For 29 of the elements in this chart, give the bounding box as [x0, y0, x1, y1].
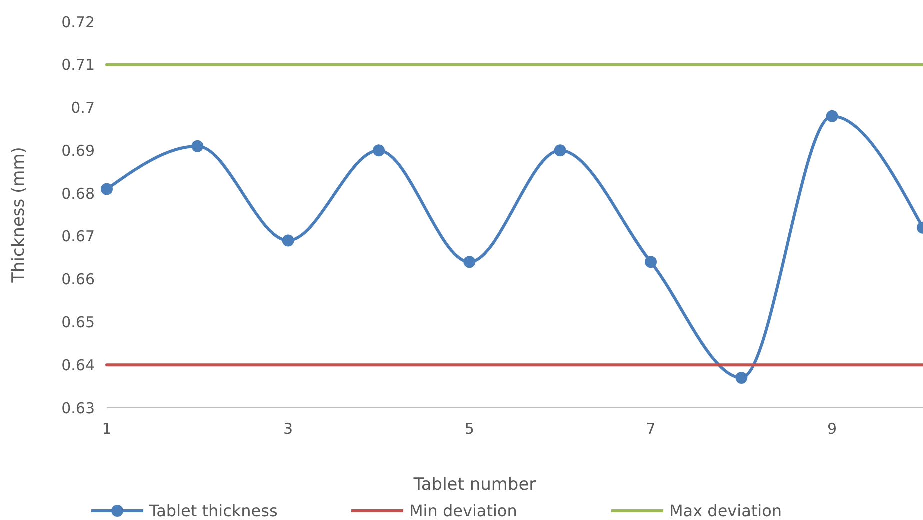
y-tick-label: 0.63 — [62, 399, 95, 418]
x-tick-label: 5 — [464, 420, 474, 438]
y-tick-label: 0.72 — [62, 13, 95, 32]
legend-label: Min deviation — [410, 502, 518, 520]
point — [645, 256, 657, 268]
y-tick-label: 0.66 — [62, 270, 95, 289]
point — [736, 372, 748, 384]
y-tick-label: 0.68 — [62, 184, 95, 203]
point — [282, 234, 294, 247]
y-tick-label: 0.67 — [62, 228, 95, 246]
y-tick-label: 0.71 — [62, 56, 95, 74]
point — [464, 256, 476, 268]
x-axis-title: Tablet number — [412, 475, 536, 495]
y-tick-label: 0.64 — [62, 356, 95, 374]
point — [101, 183, 113, 196]
point — [192, 140, 204, 152]
legend-label: Max deviation — [670, 502, 782, 520]
x-tick-label: 9 — [828, 420, 838, 438]
y-tick-label: 0.7 — [71, 99, 95, 118]
y-tick-label: 0.65 — [62, 313, 95, 332]
point — [554, 144, 566, 157]
y-tick-label: 0.69 — [62, 142, 95, 160]
point — [373, 144, 385, 157]
point — [826, 110, 838, 122]
x-tick-label: 3 — [284, 420, 294, 438]
legend-label: Tablet thickness — [148, 502, 278, 520]
x-tick-label: 7 — [646, 420, 656, 438]
y-axis-title: Thickness (mm) — [9, 147, 29, 284]
x-tick-label: 1 — [102, 420, 112, 438]
